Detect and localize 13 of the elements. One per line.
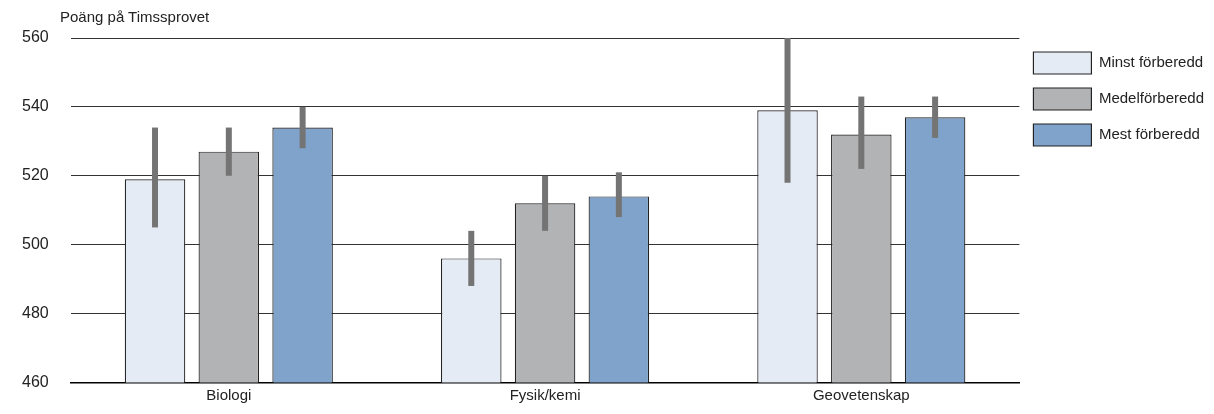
legend-label: Mest förberedd [1098, 125, 1200, 143]
x-tick-label: Fysik/kemi [509, 385, 581, 403]
legend-label: Minst förberedd [1098, 53, 1204, 71]
y-tick-label: 500 [21, 235, 49, 253]
y-tick-label: 480 [21, 303, 49, 321]
y-axis-title: Poäng på Timssprovet [60, 7, 211, 25]
y-tick-label: 520 [21, 166, 49, 184]
y-tick-label: 460 [21, 372, 49, 390]
legend-label: Medelförberedd [1098, 89, 1205, 107]
x-tick-label: Biologi [206, 385, 252, 403]
y-tick-label: 560 [21, 28, 49, 46]
x-tick-label: Geovetenskap [812, 385, 910, 403]
y-tick-label: 540 [21, 97, 49, 115]
